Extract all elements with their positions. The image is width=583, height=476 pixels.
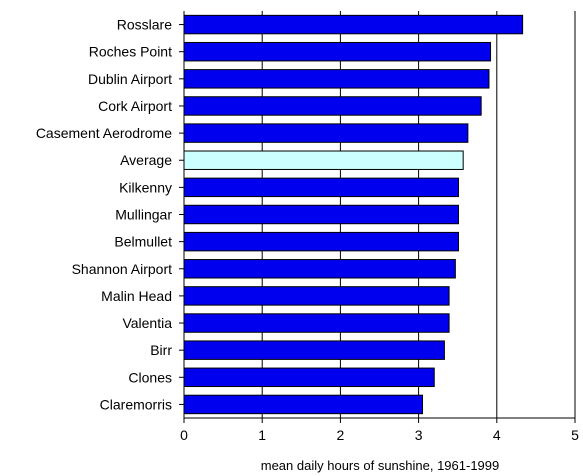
bars	[183, 14, 524, 415]
bar-clones	[183, 367, 435, 388]
x-axis-title: mean daily hours of sunshine, 1961-1999	[261, 458, 500, 473]
category-label: Malin Head	[101, 288, 172, 304]
category-label: Valentia	[122, 315, 172, 331]
x-tick-labels: 0 1 2 3 4 5	[180, 427, 579, 443]
bar-birr	[183, 340, 445, 360]
bar-malin-head	[183, 286, 450, 306]
category-label: Roches Point	[89, 44, 172, 60]
axes	[179, 11, 576, 423]
bar-belmullet	[183, 231, 459, 252]
bar-dublin-airport	[183, 69, 490, 89]
category-labels: Rosslare Roches Point Dublin Airport Cork A…	[36, 17, 173, 413]
category-label: Mullingar	[115, 207, 172, 223]
category-label: Kilkenny	[119, 179, 172, 195]
category-label: Dublin Airport	[88, 71, 172, 87]
bar-claremorris	[183, 394, 424, 415]
bar-mullingar	[183, 204, 459, 225]
x-tick-label: 4	[493, 427, 501, 443]
bar-kilkenny	[183, 177, 459, 198]
x-tick-label: 5	[571, 427, 579, 443]
category-label: Clones	[128, 369, 172, 385]
category-label: Shannon Airport	[72, 261, 173, 277]
x-tick-label: 3	[415, 427, 423, 443]
bar-roches-point	[183, 41, 492, 62]
category-label: Birr	[150, 342, 172, 358]
category-label: Average	[120, 152, 172, 168]
category-label: Rosslare	[117, 17, 172, 33]
bar-casement-aerodrome	[183, 123, 469, 143]
category-label: Belmullet	[114, 234, 172, 250]
x-tick-label: 1	[258, 427, 266, 443]
bar-cork-airport	[183, 96, 482, 116]
x-tick-label: 2	[337, 427, 345, 443]
category-label: Cork Airport	[98, 98, 172, 114]
bar-rosslare	[183, 14, 524, 35]
category-label: Claremorris	[100, 396, 172, 412]
x-tick-label: 0	[180, 427, 188, 443]
category-label: Casement Aerodrome	[36, 125, 172, 141]
bar-shannon-airport	[183, 259, 456, 279]
bar-average	[183, 150, 464, 170]
bar-valentia	[183, 313, 450, 333]
